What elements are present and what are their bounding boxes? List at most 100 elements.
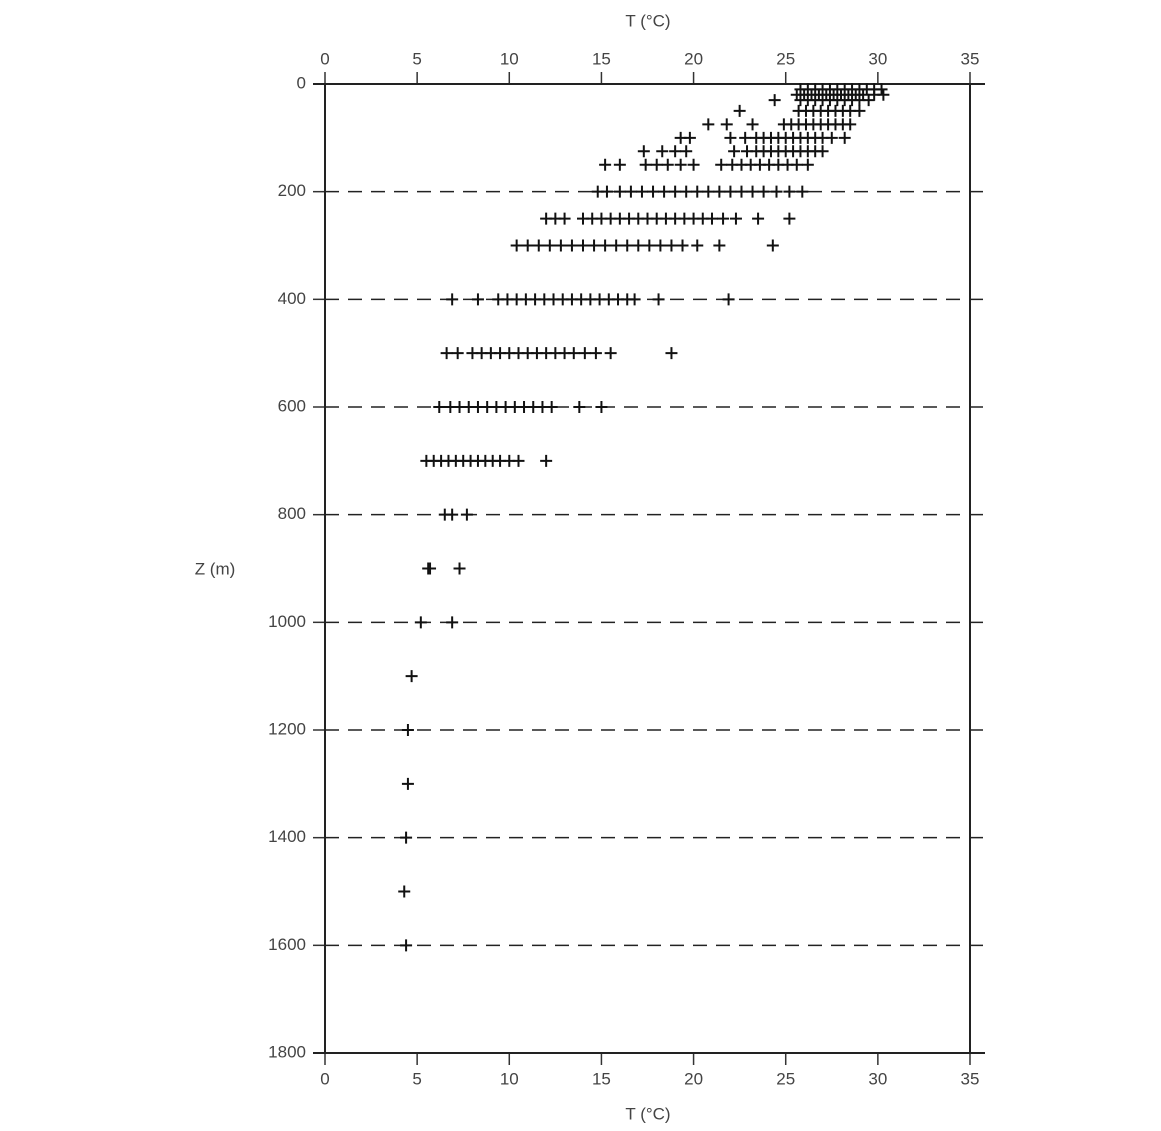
point	[853, 104, 866, 117]
point	[717, 212, 730, 225]
point	[766, 239, 779, 252]
x-tick-label: 10	[500, 1069, 519, 1088]
point	[532, 239, 545, 252]
point	[654, 239, 667, 252]
point	[825, 131, 838, 144]
point	[545, 401, 558, 413]
point	[702, 118, 715, 131]
point	[680, 145, 693, 158]
point	[453, 562, 466, 575]
point	[632, 239, 645, 252]
x-tick-label: 35	[961, 1069, 980, 1088]
point	[790, 158, 803, 171]
y-tick-label: 600	[278, 396, 306, 415]
point	[665, 239, 678, 252]
point	[567, 347, 580, 360]
point	[521, 239, 534, 252]
x-tick-label: 0	[320, 1069, 329, 1088]
point	[621, 239, 634, 252]
point	[713, 239, 726, 252]
point	[613, 158, 626, 171]
point	[405, 670, 418, 683]
point	[739, 131, 752, 144]
point	[862, 94, 875, 107]
point	[573, 401, 586, 413]
point	[446, 293, 459, 306]
point	[816, 145, 829, 158]
x-tick-label: 20	[684, 1069, 703, 1088]
x-tick-label-top: 25	[776, 49, 795, 68]
point	[724, 185, 737, 198]
y-tick-label: 1200	[268, 719, 306, 738]
point	[599, 239, 612, 252]
x-axis-title-top: T (°C)	[625, 11, 670, 30]
point	[643, 239, 656, 252]
y-tick-label: 1600	[268, 935, 306, 954]
point	[440, 347, 453, 360]
y-tick-label: 200	[278, 181, 306, 200]
point	[589, 347, 602, 360]
point	[471, 293, 484, 306]
point	[680, 185, 693, 198]
y-tick-label: 400	[278, 289, 306, 308]
point	[577, 239, 589, 252]
point	[674, 158, 687, 171]
point	[650, 158, 663, 171]
point	[652, 293, 665, 306]
point	[752, 212, 765, 225]
point	[728, 145, 741, 158]
point	[639, 158, 652, 171]
point	[451, 347, 464, 360]
point	[554, 239, 567, 252]
point	[713, 185, 726, 198]
point	[540, 454, 553, 467]
point	[724, 131, 737, 144]
y-tick-label: 0	[297, 73, 306, 92]
point	[665, 347, 678, 360]
point	[783, 212, 796, 225]
point	[720, 118, 733, 131]
point	[595, 401, 608, 413]
point	[838, 131, 851, 144]
point	[424, 562, 437, 575]
point	[565, 239, 578, 252]
point	[446, 616, 459, 629]
x-tick-label: 25	[776, 1069, 795, 1088]
point	[578, 347, 591, 360]
point	[446, 508, 459, 521]
x-tick-label-top: 10	[500, 49, 519, 68]
point	[706, 212, 718, 225]
point	[669, 145, 682, 158]
x-tick-label: 5	[412, 1069, 421, 1088]
point	[722, 293, 735, 306]
point	[746, 185, 759, 198]
point	[510, 239, 523, 252]
point	[599, 158, 612, 171]
point	[735, 185, 748, 198]
point	[801, 158, 814, 171]
point	[600, 185, 613, 198]
point	[875, 83, 888, 96]
point	[783, 185, 796, 198]
point	[604, 347, 617, 360]
point	[398, 885, 411, 898]
point	[746, 118, 759, 131]
x-tick-label-top: 20	[684, 49, 703, 68]
y-axis-title: Z (m)	[195, 559, 236, 578]
point	[656, 145, 669, 158]
point	[757, 185, 770, 198]
point	[628, 293, 641, 306]
point	[637, 145, 650, 158]
point	[558, 212, 571, 225]
point	[715, 158, 728, 171]
point	[624, 185, 637, 198]
point	[588, 239, 601, 252]
point	[460, 508, 473, 521]
y-tick-label: 1400	[268, 827, 306, 846]
point	[661, 158, 674, 171]
point	[877, 88, 890, 101]
point	[691, 239, 704, 252]
point	[401, 724, 414, 736]
point	[768, 94, 781, 107]
